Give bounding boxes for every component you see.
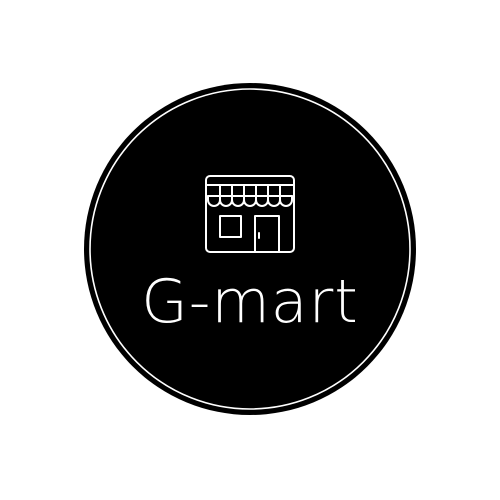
badge-inner-ring <box>89 88 411 410</box>
badge-disc <box>84 83 416 415</box>
brand-wordmark: G-mart <box>141 267 359 337</box>
storefront-icon <box>205 175 295 253</box>
